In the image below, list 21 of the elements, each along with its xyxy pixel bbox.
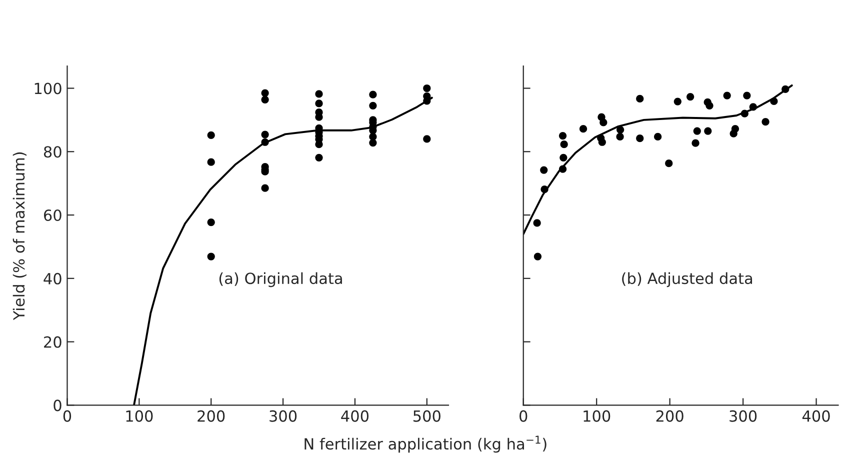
x-tick-label: 200 bbox=[198, 410, 225, 422]
x-axis-title: N fertilizer application (kg ha$^{−1}$) bbox=[304, 436, 546, 453]
x-tick-label: 0 bbox=[520, 410, 528, 422]
y-tick-label: 100 bbox=[34, 82, 62, 94]
x-tick-label: 500 bbox=[413, 410, 440, 422]
y-tick-label: 80 bbox=[44, 146, 62, 158]
y-axis-title: Yield (% of maximum) bbox=[12, 152, 26, 320]
annotation: (a) Original data bbox=[219, 272, 342, 288]
x-tick-label: 400 bbox=[802, 410, 830, 422]
x-tick-label: 0 bbox=[63, 410, 72, 422]
x-tick-label: 100 bbox=[584, 410, 610, 422]
x-tick-label: 400 bbox=[341, 410, 369, 422]
annotation: (b) Adjusted data bbox=[622, 272, 752, 288]
x-tick-label: 300 bbox=[730, 410, 757, 422]
x-tick-label: 100 bbox=[126, 410, 153, 422]
y-tick-label: 20 bbox=[44, 336, 62, 348]
y-tick-label: 40 bbox=[44, 272, 62, 284]
y-tick-label: 60 bbox=[44, 209, 62, 222]
x-tick-label: 200 bbox=[656, 410, 684, 422]
x-tick-label: 300 bbox=[270, 410, 297, 422]
y-tick-label: 0 bbox=[54, 400, 62, 412]
